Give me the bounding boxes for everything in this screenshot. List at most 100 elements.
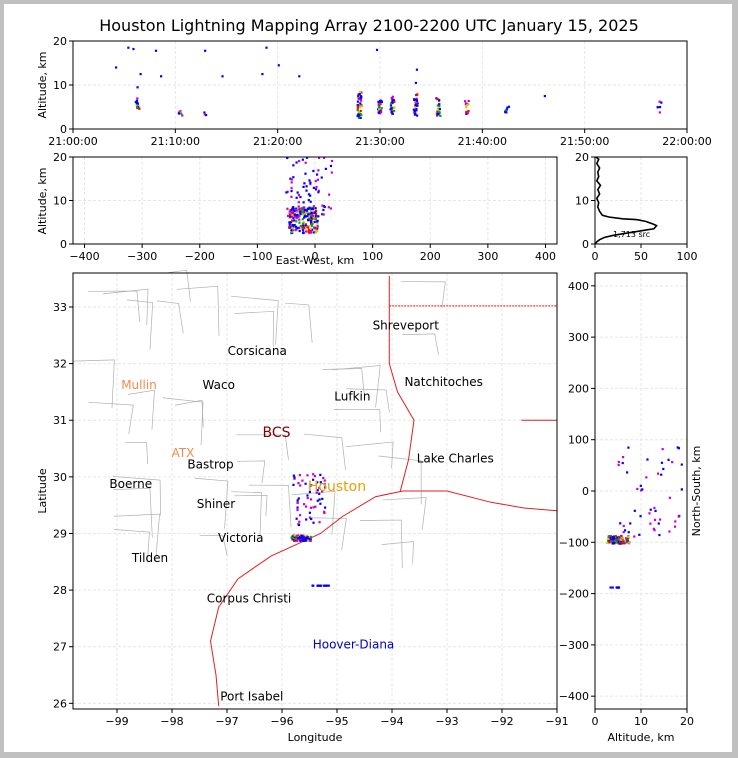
time-altitude-point: [360, 105, 363, 108]
time-altitude-point: [436, 104, 439, 107]
ew-point: [286, 214, 290, 217]
time-altitude-point: [154, 49, 158, 52]
ns-point: [621, 461, 624, 465]
ew-point: [298, 218, 301, 221]
time-altitude-point: [391, 100, 394, 104]
ns-point: [607, 537, 610, 540]
plan-point: [308, 511, 312, 514]
plan-point: [316, 489, 319, 492]
county-border: [230, 295, 279, 345]
plan-point: [296, 539, 299, 542]
plan-point: [296, 534, 299, 537]
y-tick-label: −300: [559, 639, 589, 652]
plan-point: [313, 475, 317, 478]
ew-point: [311, 222, 314, 226]
city-label: Lufkin: [334, 389, 370, 403]
ns-point: [606, 541, 609, 544]
ns-point: [609, 586, 612, 589]
ew-point: [301, 207, 305, 210]
city-label: Mullin: [121, 378, 157, 392]
ns-point: [680, 488, 683, 491]
city-label: Hoover-Diana: [313, 637, 395, 651]
ns-point: [677, 447, 681, 450]
city-label: Natchitoches: [404, 375, 482, 389]
time-altitude-point: [261, 73, 264, 76]
city-label: Victoria: [218, 531, 264, 545]
time-altitude-point: [393, 100, 396, 103]
time-altitude-point: [414, 112, 417, 115]
ns-point: [676, 446, 679, 449]
ew-point: [308, 179, 311, 182]
x-tick-label: 0: [592, 715, 599, 728]
ns-point: [617, 586, 621, 589]
plan-point: [293, 535, 297, 538]
ew-point: [292, 207, 295, 210]
ew-point: [330, 159, 334, 163]
y-tick-label: 31: [53, 414, 67, 427]
ns-point: [680, 463, 683, 466]
county-border: [174, 399, 204, 428]
ew-point: [302, 201, 305, 204]
ew-point: [289, 177, 292, 180]
x-tick-label: −200: [185, 250, 215, 263]
county-border: [102, 288, 149, 325]
plan-point: [304, 482, 307, 485]
plan-point: [321, 490, 324, 493]
time-altitude-point: [203, 111, 206, 114]
y-tick-label: 30: [53, 471, 67, 484]
ew-point: [295, 211, 298, 214]
county-border: [381, 541, 414, 564]
y-tick-label: 33: [53, 301, 67, 314]
ew-point: [296, 191, 299, 194]
ew-point: [313, 220, 316, 224]
time-altitude-point: [359, 109, 362, 113]
x-tick-label: 50: [634, 250, 648, 263]
y-tick-label: 0: [60, 123, 67, 136]
coastline: [209, 490, 558, 707]
ns-point: [617, 535, 621, 539]
ns-point: [653, 518, 657, 521]
ns-point: [662, 467, 665, 471]
ew-point: [288, 225, 291, 228]
plan-point: [323, 483, 326, 486]
time-altitude-point: [393, 106, 396, 109]
ns-point: [623, 529, 627, 532]
ew-point: [288, 216, 291, 220]
ew-point: [329, 207, 333, 210]
ns-point: [636, 487, 639, 491]
time-altitude-point: [139, 73, 142, 76]
ew-point: [310, 221, 313, 224]
plan-point: [293, 534, 296, 537]
ns-point: [627, 541, 631, 544]
ew-point: [306, 215, 309, 218]
county-border: [125, 441, 149, 465]
time-altitude-point: [393, 99, 396, 102]
x-tick-label: 22:00:00: [662, 135, 711, 148]
ew-point: [297, 193, 301, 197]
ns-point: [615, 538, 618, 541]
plan-point: [324, 486, 327, 489]
plan-point: [308, 490, 311, 494]
ns-point: [622, 542, 625, 545]
ew-point: [310, 211, 313, 215]
ew-point: [304, 209, 307, 212]
ew-point: [315, 209, 318, 213]
time-altitude-point: [414, 81, 418, 84]
ew-point: [322, 213, 325, 216]
plan-point: [305, 518, 308, 521]
time-altitude-point: [298, 75, 301, 78]
ew-point: [307, 224, 310, 228]
time-altitude-point: [391, 99, 394, 102]
time-altitude-point: [389, 108, 392, 111]
ew-point: [309, 231, 313, 234]
ew-point: [317, 156, 321, 160]
plan-point: [322, 584, 325, 587]
ew-point: [288, 226, 292, 229]
x-tick-label: −95: [325, 715, 348, 728]
plan-point: [304, 536, 307, 539]
ns-point: [641, 488, 644, 491]
ew-point: [316, 178, 320, 181]
plan-point: [296, 508, 299, 512]
ew-point: [290, 195, 293, 198]
plan-point: [295, 517, 298, 520]
